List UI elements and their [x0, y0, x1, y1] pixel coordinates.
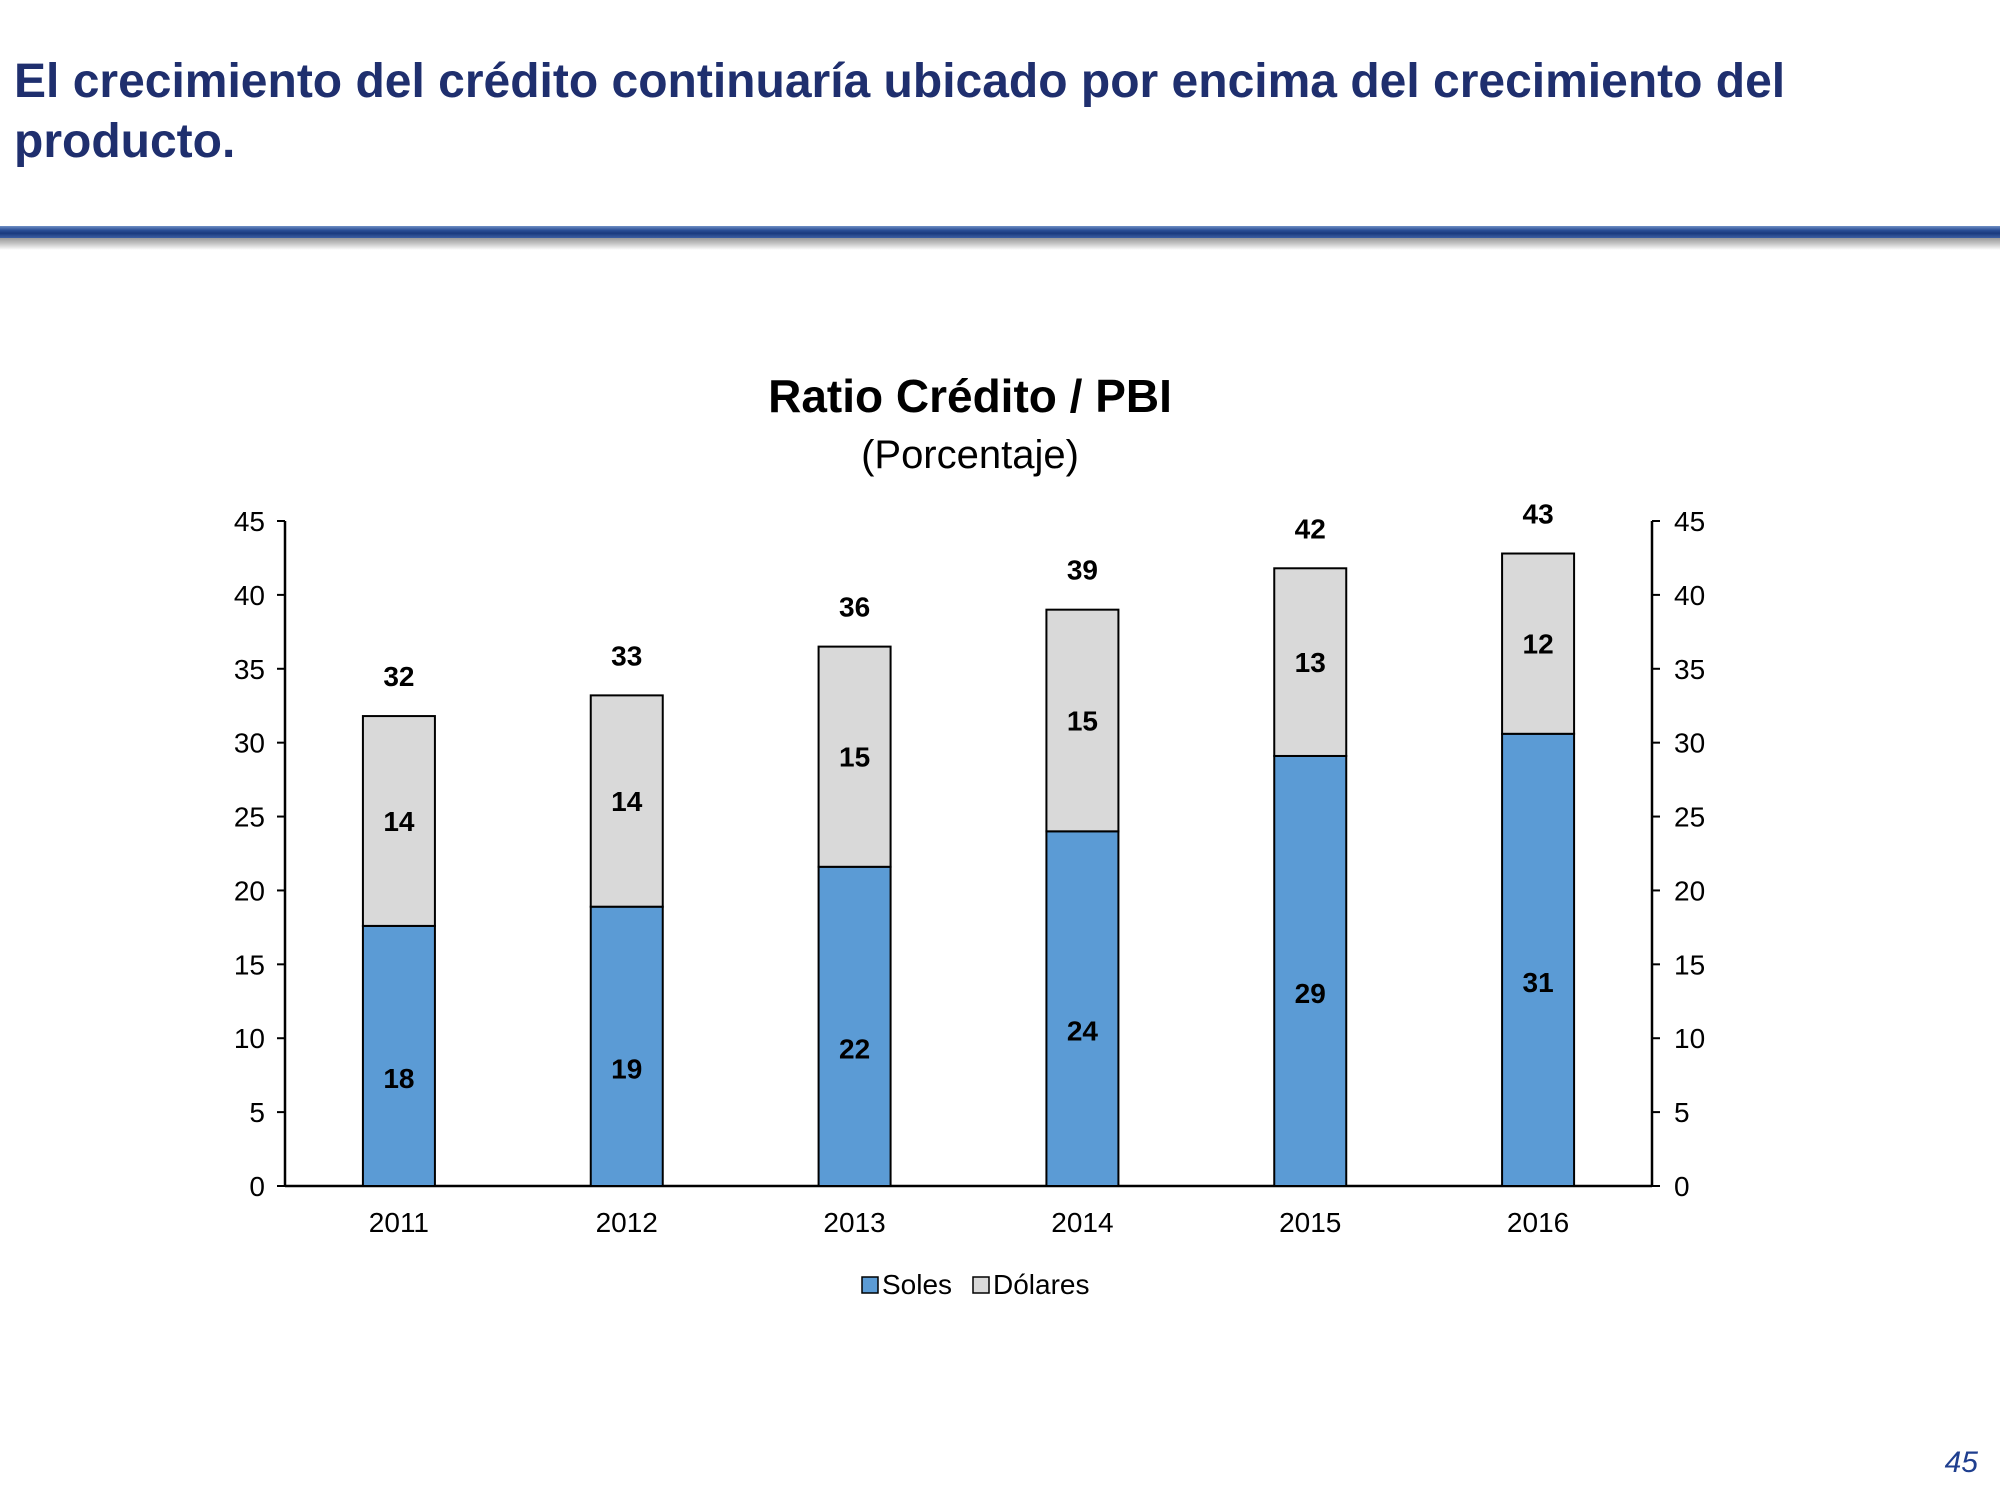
- slide-title: El crecimiento del crédito continuaría u…: [14, 55, 1786, 168]
- y-tick-label-left: 35: [234, 654, 265, 685]
- y-tick-label-right: 15: [1674, 949, 1705, 980]
- bar-soles-2013: [817, 865, 892, 1187]
- bar-dolares-2015: [1273, 567, 1348, 757]
- y-tick-label-right: 30: [1674, 728, 1705, 759]
- bar-soles-2012: [589, 905, 664, 1187]
- label-dolares-2013: 15: [839, 742, 870, 773]
- label-soles-2014: 24: [1067, 1016, 1099, 1047]
- total-label-2012: 33: [611, 640, 642, 671]
- y-tick-label-left: 30: [234, 728, 265, 759]
- bar-soles-2015: [1273, 754, 1348, 1187]
- y-tick-label-left: 5: [249, 1097, 265, 1128]
- bar-dolares-2011: [361, 715, 436, 927]
- x-tick-label-2016: 2016: [1507, 1207, 1569, 1238]
- chart-legend: Soles Dólares: [861, 1269, 1089, 1300]
- label-dolares-2011: 14: [383, 806, 415, 837]
- label-soles-2015: 29: [1295, 978, 1326, 1009]
- y-tick-label-left: 10: [234, 1023, 265, 1054]
- y-tick-label-right: 45: [1674, 506, 1705, 537]
- bar-soles-2016: [1501, 732, 1576, 1187]
- y-tick-label-left: 20: [234, 875, 265, 906]
- label-dolares-2014: 15: [1067, 706, 1098, 737]
- x-tick-label-2015: 2015: [1279, 1207, 1341, 1238]
- bar-soles-2011: [361, 924, 436, 1188]
- x-tick-label-2013: 2013: [823, 1207, 885, 1238]
- bar-dolares-2016: [1501, 552, 1576, 735]
- y-tick-label-right: 40: [1674, 580, 1705, 611]
- label-dolares-2012: 14: [611, 786, 643, 817]
- y-tick-label-right: 20: [1674, 875, 1705, 906]
- y-tick-label-right: 25: [1674, 802, 1705, 833]
- bar-dolares-2014: [1045, 608, 1120, 833]
- total-label-2016: 43: [1523, 499, 1554, 530]
- label-soles-2013: 22: [839, 1033, 870, 1064]
- total-label-2011: 32: [383, 661, 414, 692]
- total-label-2015: 42: [1295, 513, 1326, 544]
- bar-dolares-2012: [589, 694, 664, 908]
- y-tick-label-left: 40: [234, 580, 265, 611]
- y-tick-label-left: 15: [234, 949, 265, 980]
- x-tick-label-2011: 2011: [369, 1207, 429, 1238]
- label-soles-2016: 31: [1523, 967, 1554, 998]
- y-tick-label-right: 5: [1674, 1097, 1690, 1128]
- bar-dolares-2013: [817, 645, 892, 868]
- label-dolares-2016: 12: [1523, 629, 1554, 660]
- y-tick-label-right: 0: [1674, 1171, 1690, 1202]
- page-number: 45: [1944, 1446, 1978, 1479]
- label-dolares-2015: 13: [1295, 647, 1326, 678]
- title-divider-shadow: [0, 238, 2000, 250]
- legend-swatch-soles: [861, 1276, 879, 1294]
- total-label-2013: 36: [839, 592, 870, 623]
- y-tick-label-left: 45: [234, 506, 265, 537]
- plot-area: 0 5 10 15 20 25 30 35 40 45 0 5 10 15 20 25 30 35 40 45 18 14…: [234, 499, 1705, 1238]
- y-tick-label-right: 35: [1674, 654, 1705, 685]
- chart-title: Ratio Crédito / PBI: [768, 370, 1172, 422]
- label-soles-2011: 18: [383, 1063, 414, 1094]
- bar-soles-2014: [1045, 830, 1120, 1187]
- label-soles-2012: 19: [611, 1053, 642, 1084]
- y-tick-label-left: 25: [234, 802, 265, 833]
- x-tick-label-2014: 2014: [1051, 1207, 1113, 1238]
- legend-swatch-dolares: [972, 1276, 990, 1294]
- title-divider: [0, 226, 2000, 238]
- chart-subtitle: (Porcentaje): [861, 433, 1079, 477]
- legend-label-dolares: Dólares: [993, 1269, 1089, 1300]
- total-label-2014: 39: [1067, 555, 1098, 586]
- y-tick-label-right: 10: [1674, 1023, 1705, 1054]
- x-tick-label-2012: 2012: [596, 1207, 658, 1238]
- legend-label-soles: Soles: [882, 1269, 952, 1300]
- y-tick-label-left: 0: [249, 1171, 265, 1202]
